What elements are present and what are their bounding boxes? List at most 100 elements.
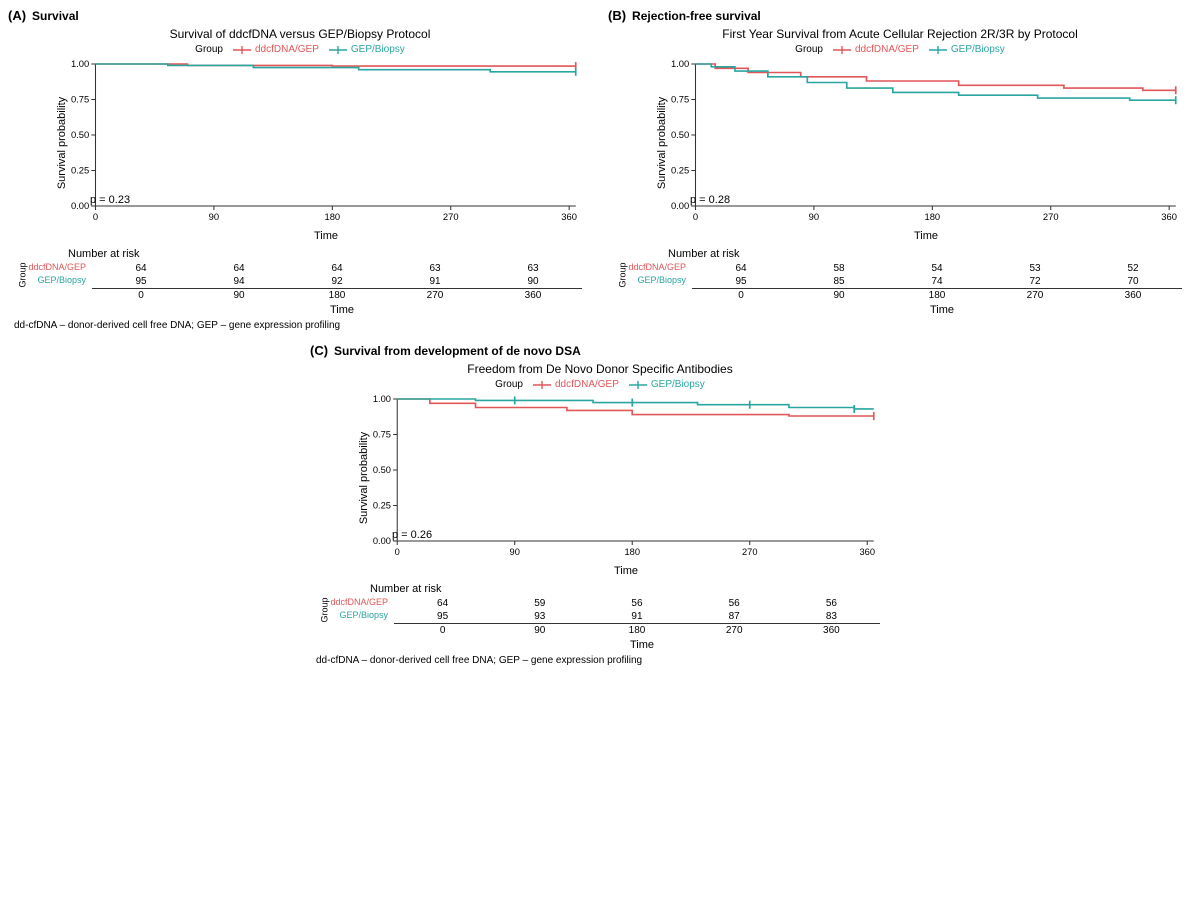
y-axis-label: Survival probability <box>358 432 370 524</box>
legend-item-group2: GEP/Biopsy <box>629 379 705 390</box>
risk-table-title: Number at risk <box>370 583 890 595</box>
panel-c: (C) Survival from development of de novo… <box>310 343 890 670</box>
y-axis-label: Survival probability <box>656 97 668 189</box>
svg-text:180: 180 <box>924 212 940 222</box>
svg-text:1.00: 1.00 <box>71 59 89 69</box>
svg-text:0.75: 0.75 <box>373 430 391 440</box>
risk-tick: 0 <box>394 623 491 637</box>
svg-text:1.00: 1.00 <box>671 59 689 69</box>
km-line-group2 <box>695 64 1175 100</box>
p-value: p = 0.28 <box>690 194 730 206</box>
x-axis-label: Time <box>60 230 592 242</box>
legend-swatch <box>629 380 647 390</box>
legend-item-group1: ddcfDNA/GEP <box>833 44 919 55</box>
footnote: dd-cfDNA – donor-derived cell free DNA; … <box>14 320 592 331</box>
risk-cell: 59 <box>491 597 588 610</box>
svg-text:0: 0 <box>693 212 698 222</box>
svg-text:0.25: 0.25 <box>373 501 391 511</box>
legend-text: ddcfDNA/GEP <box>555 379 619 390</box>
svg-text:0.00: 0.00 <box>671 201 689 211</box>
risk-row-label: ddcfDNA/GEP <box>26 262 92 275</box>
risk-table: GroupddcfDNA/GEP6459565656GEP/Biopsy9593… <box>310 597 880 637</box>
chart-title: First Year Survival from Acute Cellular … <box>608 27 1192 41</box>
panel-label: Rejection-free survival <box>632 9 761 23</box>
legend-swatch <box>329 45 347 55</box>
p-value: p = 0.26 <box>392 529 432 541</box>
x-axis-label: Time <box>660 230 1192 242</box>
risk-cell: 95 <box>394 610 491 623</box>
panel-letter: (A) <box>8 8 26 23</box>
panel-letter: (C) <box>310 343 328 358</box>
risk-cell: 91 <box>386 275 484 288</box>
legend-text: ddcfDNA/GEP <box>255 44 319 55</box>
risk-cell: 93 <box>491 610 588 623</box>
risk-cell: 87 <box>686 610 783 623</box>
panel-label: Survival <box>32 9 79 23</box>
svg-text:0.75: 0.75 <box>671 95 689 105</box>
risk-group-axis-label: Group <box>618 262 628 287</box>
risk-tick: 270 <box>386 288 484 302</box>
risk-table: GroupddcfDNA/GEP6458545352GEP/Biopsy9585… <box>608 262 1182 302</box>
risk-cell: 58 <box>790 262 888 275</box>
risk-cell: 70 <box>1084 275 1182 288</box>
km-plot: 0.000.250.500.751.00090180270360Survival… <box>660 58 1182 228</box>
risk-cell: 52 <box>1084 262 1182 275</box>
risk-tick: 90 <box>491 623 588 637</box>
legend-swatch <box>833 45 851 55</box>
risk-cell: 95 <box>692 275 790 288</box>
risk-cell: 56 <box>686 597 783 610</box>
svg-text:360: 360 <box>859 547 875 557</box>
svg-text:0.00: 0.00 <box>71 201 89 211</box>
risk-tick: 360 <box>484 288 582 302</box>
risk-cell: 83 <box>783 610 880 623</box>
legend-item-group1: ddcfDNA/GEP <box>533 379 619 390</box>
y-axis-label: Survival probability <box>56 97 68 189</box>
svg-text:270: 270 <box>742 547 758 557</box>
risk-tick: 90 <box>790 288 888 302</box>
risk-tick: 270 <box>686 623 783 637</box>
svg-text:0.25: 0.25 <box>671 166 689 176</box>
risk-row-label: GEP/Biopsy <box>328 610 394 623</box>
panel-c-wrap: (C) Survival from development of de novo… <box>8 343 1192 670</box>
risk-cell: 64 <box>288 262 386 275</box>
risk-cell: 94 <box>190 275 288 288</box>
svg-text:0.25: 0.25 <box>71 166 89 176</box>
chart-title: Freedom from De Novo Donor Specific Anti… <box>310 362 890 376</box>
legend-item-group1: ddcfDNA/GEP <box>233 44 319 55</box>
risk-group-axis-label: Group <box>320 597 330 622</box>
svg-text:0.75: 0.75 <box>71 95 89 105</box>
risk-cell: 85 <box>790 275 888 288</box>
risk-cell: 64 <box>92 262 190 275</box>
risk-cell: 64 <box>394 597 491 610</box>
panel-letter: (B) <box>608 8 626 23</box>
risk-cell: 56 <box>588 597 685 610</box>
panel-b: (B) Rejection-free survival First Year Su… <box>608 8 1192 335</box>
risk-cell: 95 <box>92 275 190 288</box>
legend-item-group2: GEP/Biopsy <box>929 44 1005 55</box>
km-plot: 0.000.250.500.751.00090180270360Survival… <box>362 393 880 563</box>
risk-cell: 72 <box>986 275 1084 288</box>
risk-x-axis-label: Time <box>92 304 592 316</box>
x-axis-label: Time <box>362 565 890 577</box>
legend: Group ddcfDNA/GEP GEP/Biopsy <box>608 44 1192 55</box>
chart-title: Survival of ddcfDNA versus GEP/Biopsy Pr… <box>8 27 592 41</box>
legend-label: Group <box>195 44 223 55</box>
svg-text:1.00: 1.00 <box>373 394 391 404</box>
risk-tick: 90 <box>190 288 288 302</box>
panel-a: (A) Survival Survival of ddcfDNA versus G… <box>8 8 592 335</box>
legend-text: GEP/Biopsy <box>951 44 1005 55</box>
svg-text:0.00: 0.00 <box>373 536 391 546</box>
svg-text:360: 360 <box>561 212 577 222</box>
risk-row-label: ddcfDNA/GEP <box>328 597 394 610</box>
svg-text:90: 90 <box>209 212 219 222</box>
figure-grid: (A) Survival Survival of ddcfDNA versus G… <box>8 8 1192 670</box>
svg-text:0.50: 0.50 <box>71 130 89 140</box>
legend-text: GEP/Biopsy <box>651 379 705 390</box>
risk-cell: 64 <box>190 262 288 275</box>
legend-swatch <box>533 380 551 390</box>
risk-cell: 53 <box>986 262 1084 275</box>
risk-tick: 180 <box>288 288 386 302</box>
svg-text:270: 270 <box>1043 212 1059 222</box>
legend-text: ddcfDNA/GEP <box>855 44 919 55</box>
footnote: dd-cfDNA – donor-derived cell free DNA; … <box>316 655 890 666</box>
